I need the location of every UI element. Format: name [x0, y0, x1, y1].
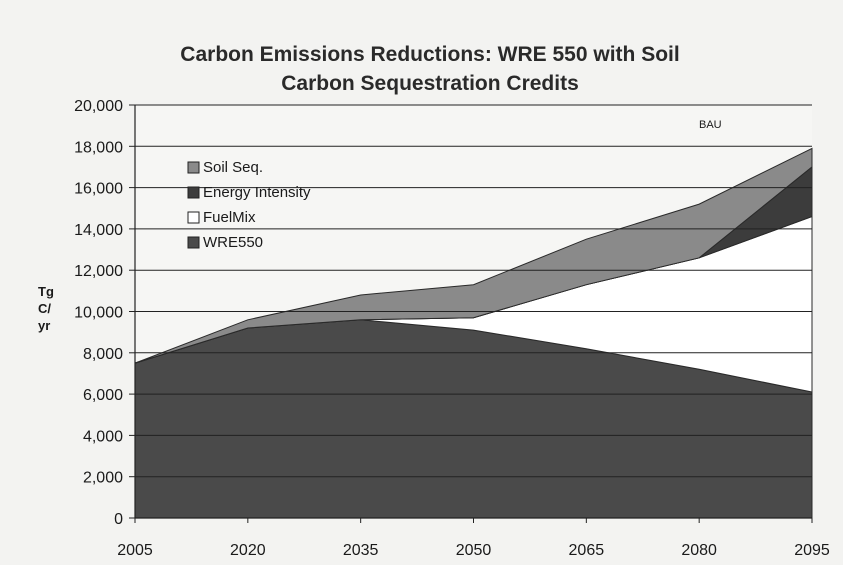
y-tick-label: 10,000 [74, 305, 123, 322]
legend-label: FuelMix [203, 209, 256, 226]
x-tick-label: 2095 [794, 542, 830, 559]
legend-label: WRE550 [203, 234, 263, 251]
legend-swatch [187, 161, 200, 174]
legend-label: Soil Seq. [203, 159, 263, 176]
legend-swatch [187, 186, 200, 199]
y-tick-label: 16,000 [74, 181, 123, 198]
y-tick-label: 20,000 [74, 98, 123, 115]
chart-title-line-2: Carbon Sequestration Credits [281, 72, 579, 95]
y-tick-label: 4,000 [83, 428, 123, 445]
x-tick-label: 2020 [230, 542, 266, 559]
y-axis-label: yr [38, 318, 50, 333]
legend-swatch [187, 211, 200, 224]
y-axis-label: Tg [38, 284, 54, 299]
x-tick-label: 2050 [456, 542, 492, 559]
y-tick-label: 14,000 [74, 222, 123, 239]
y-tick-label: 18,000 [74, 139, 123, 156]
y-axis-label: C/ [38, 301, 51, 316]
x-tick-label: 2035 [343, 542, 379, 559]
area-series-soil-seq- [134, 147, 813, 364]
legend-label: Energy Intensity [203, 184, 311, 201]
y-tick-label: 0 [114, 511, 123, 528]
chart-title-line-1: Carbon Emissions Reductions: WRE 550 wit… [180, 43, 680, 66]
x-tick-label: 2065 [569, 542, 605, 559]
y-tick-label: 6,000 [83, 387, 123, 404]
x-tick-label: 2005 [117, 542, 153, 559]
bau-annotation: BAU [699, 119, 722, 131]
legend-swatch [187, 236, 200, 249]
y-tick-label: 8,000 [83, 346, 123, 363]
y-tick-label: 12,000 [74, 263, 123, 280]
y-tick-label: 2,000 [83, 470, 123, 487]
x-tick-label: 2080 [681, 542, 717, 559]
